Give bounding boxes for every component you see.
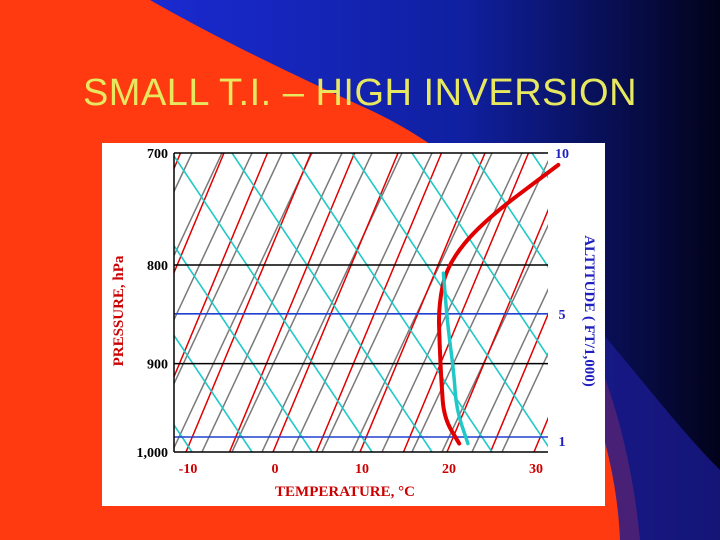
temperature-trace [436,162,561,446]
x-axis-label: TEMPERATURE, °C [275,484,415,500]
moist-adiabat-line [174,154,373,452]
y2-axis-label: ALTITUDE ( FT/1,000) [581,235,597,387]
isotherm-line [272,153,399,452]
chart-traces [436,162,561,446]
moist-adiabat-line [174,244,313,452]
skew-t-chart: 700 800 900 1,000 -10 0 10 20 30 10 5 1 PRESSURE, h… [111,147,597,500]
dry-adiabat-line [231,153,373,452]
dry-adiabat-line [471,287,548,452]
dry-adiabat-line [174,153,313,450]
grid-clipped [174,153,548,452]
temperature-tick-label: 20 [442,462,456,477]
dry-adiabat-line [501,351,548,452]
isotherm-line [228,153,356,452]
dry-adiabat-line [174,153,253,322]
altitude-tick-label: 1 [559,435,566,450]
pressure-tick-label: 700 [147,147,168,162]
altitude-tick-label: 10 [555,147,569,162]
temperature-tick-label: 30 [529,462,543,477]
y-axis-label: PRESSURE, hPa [111,255,127,366]
dry-adiabat-line [291,153,433,452]
isotherm-line [174,153,269,379]
dry-adiabat-line [174,153,223,258]
moist-adiabat-line [351,153,548,448]
isotherm-line [489,312,548,452]
pressure-tick-label: 800 [147,259,168,274]
temperature-tick-label: 0 [272,462,279,477]
temperature-tick-label: -10 [179,462,198,477]
altitude-tick-label: 5 [559,308,566,323]
slide-title: SMALL T.I. – HIGH INVERSION [82,72,638,114]
background-blue-swoosh [150,0,720,540]
moist-adiabat-line [231,153,433,452]
dry-adiabat-line [411,159,548,452]
dewpoint-trace [441,271,470,446]
isotherm-line [359,153,486,452]
chart-panel: 700 800 900 1,000 -10 0 10 20 30 10 5 1 PRESSURE, h… [102,143,605,506]
pressure-tick-label: 1,000 [137,446,169,461]
moist-adiabat-line [174,333,253,452]
pressure-tick-label: 900 [147,358,168,373]
isotherm-line [315,153,443,452]
moist-adiabat-line [411,153,548,358]
chart-labels: 700 800 900 1,000 -10 0 10 20 30 10 5 1 [137,147,570,477]
chart-grid [173,152,548,453]
isotherm-line [174,153,225,275]
isotherm-line [185,153,312,452]
moist-adiabat-line [291,153,493,452]
isotherm-line [446,208,548,452]
temperature-tick-label: 10 [355,462,369,477]
